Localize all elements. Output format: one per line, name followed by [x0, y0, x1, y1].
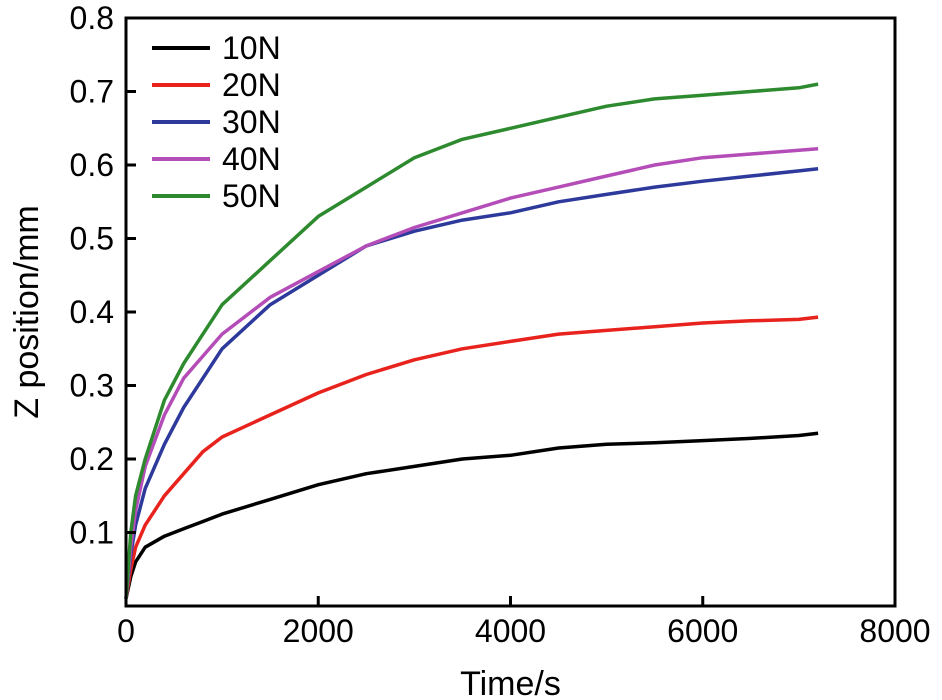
series-line-50N: [124, 82, 819, 599]
series-line-40N: [124, 147, 819, 599]
y-tick-label: 0.3: [70, 368, 114, 404]
legend-label-20N: 20N: [222, 67, 281, 103]
y-tick-label: 0.1: [70, 515, 114, 551]
x-axis: 0 2000 4000 6000 8000: [117, 596, 931, 649]
legend-label-30N: 30N: [222, 104, 281, 140]
y-tick-label: 0.6: [70, 147, 114, 183]
series-line-30N: [124, 166, 819, 599]
y-tick-label: 0.5: [70, 221, 114, 257]
legend-label-50N: 50N: [222, 178, 281, 214]
y-tick-label: 0.8: [70, 0, 114, 36]
y-axis: 0.1 0.2 0.3 0.4 0.5 0.6 0.7 0.8: [70, 0, 136, 551]
y-tick-label: 0.4: [70, 294, 114, 330]
legend-label-40N: 40N: [222, 141, 281, 177]
x-tick-label: 8000: [859, 613, 930, 649]
x-tick-label: 2000: [283, 613, 354, 649]
x-tick-label: 4000: [475, 613, 546, 649]
y-tick-label: 0.2: [70, 441, 114, 477]
series-line-10N: [124, 431, 819, 599]
y-tick-label: 0.7: [70, 74, 114, 110]
x-tick-label: 0: [117, 613, 135, 649]
plot-lines: [124, 82, 819, 599]
x-axis-title: Time/s: [460, 665, 561, 700]
series-line-20N: [124, 315, 819, 599]
legend-label-10N: 10N: [222, 30, 281, 66]
y-axis-title: Z position/mm: [8, 205, 46, 419]
x-tick-label: 6000: [667, 613, 738, 649]
